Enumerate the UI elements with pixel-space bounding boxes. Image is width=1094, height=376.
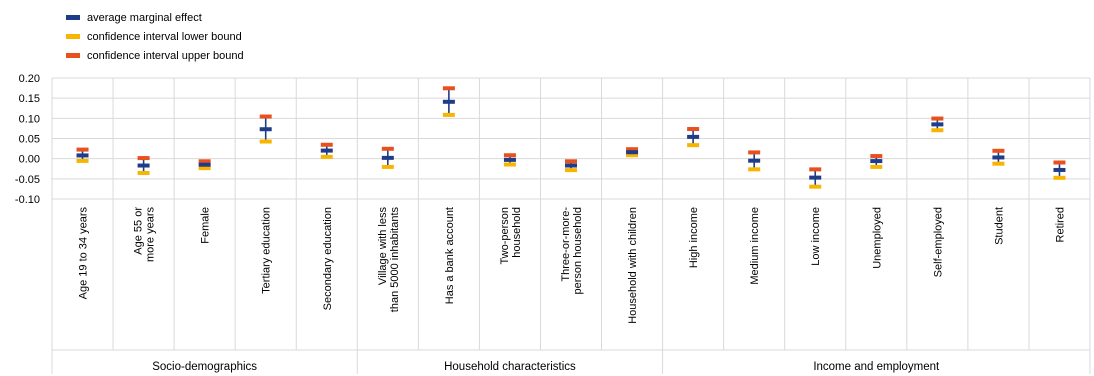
legend-swatch [66,53,80,58]
group-label: Household characteristics [444,361,576,373]
y-tick-label: 0.00 [19,154,40,166]
mean-marker [503,157,516,162]
category-label: household [511,207,523,258]
mean-marker [259,127,272,132]
category-label: than 5000 inhabitants [389,207,401,313]
mean-marker [992,155,1005,160]
y-tick-label: 0.20 [19,73,40,85]
y-tick-label: -0.10 [15,194,40,206]
group-label: Income and employment [813,361,940,373]
ci-upper-marker [503,153,516,158]
legend-label: confidence interval lower bound [87,31,242,43]
category-label: Tertiary education [261,207,273,294]
ci-upper-marker [626,147,639,152]
ci-upper-marker [565,159,577,164]
mean-marker [320,148,333,153]
ci-upper-marker [870,154,883,159]
category-label: Age 19 to 34 years [78,207,90,300]
mean-marker [626,150,639,155]
category-label: High income [688,207,700,268]
ci-upper-marker [259,114,272,119]
ci-lower-marker [809,184,822,189]
group-label: Socio-demographics [152,361,257,373]
category-label: Secondary education [322,207,334,310]
category-label: Village with less [377,207,389,286]
ci-lower-marker [1053,175,1066,180]
category-label: Has a bank account [444,207,456,304]
ci-lower-marker [992,161,1005,166]
legend-label: confidence interval upper bound [87,50,244,62]
category-label: Student [993,207,1005,245]
mean-marker [809,175,822,180]
category-label: Low income [810,207,822,266]
ci-upper-marker [1053,160,1066,165]
ci-lower-marker [137,170,150,175]
category-label: Female [200,207,212,244]
y-tick-label: -0.05 [15,174,40,186]
mean-marker [198,162,211,167]
ci-lower-marker [442,112,455,117]
ci-lower-marker [76,158,89,163]
category-label: Household with children [627,207,639,324]
ci-upper-marker [320,142,333,147]
ci-lower-marker [503,162,516,167]
ci-lower-marker [198,166,211,171]
category-label: Unemployed [871,207,883,269]
ci-lower-marker [748,167,761,172]
category-label: Medium income [749,207,761,285]
category-label: Self-employed [932,207,944,277]
ci-lower-marker [626,153,639,158]
category-label: Two-person [499,207,511,264]
ci-lower-marker [931,128,944,133]
category-label: Retired [1054,207,1066,242]
ci-upper-marker [931,116,944,121]
ci-upper-marker [76,147,89,152]
mean-marker [381,155,394,160]
ci-upper-marker [687,127,700,132]
ci-lower-marker [870,164,883,169]
category-label: person household [572,207,584,294]
ci-lower-marker [565,168,577,173]
mean-marker [1053,167,1066,172]
ci-upper-marker [198,159,211,164]
mean-marker [565,163,577,168]
mean-marker [687,134,700,139]
category-label: Age 55 or [133,207,145,255]
legend-swatch [66,34,80,39]
ci-lower-marker [259,139,272,144]
mean-marker [870,159,883,164]
mean-marker [748,158,761,163]
ci-lower-marker [320,154,333,159]
y-tick-label: 0.05 [19,134,40,146]
ci-upper-marker [442,86,455,91]
ci-upper-marker [748,150,761,155]
y-tick-label: 0.15 [19,93,40,105]
ci-upper-marker [137,156,150,161]
ci-upper-marker [809,167,822,172]
ci-upper-marker [992,148,1005,153]
mean-marker [137,163,150,168]
category-label: more years [145,207,157,263]
legend-swatch [66,15,80,20]
y-tick-label: 0.10 [19,113,40,125]
ci-lower-marker [687,143,700,148]
category-label: Three-or-more- [560,207,572,282]
mean-marker [76,153,89,158]
ci-upper-marker [381,146,394,151]
ci-lower-marker [381,164,394,169]
mean-marker [442,99,455,104]
mean-marker [931,122,944,127]
legend-label: average marginal effect [87,12,202,24]
